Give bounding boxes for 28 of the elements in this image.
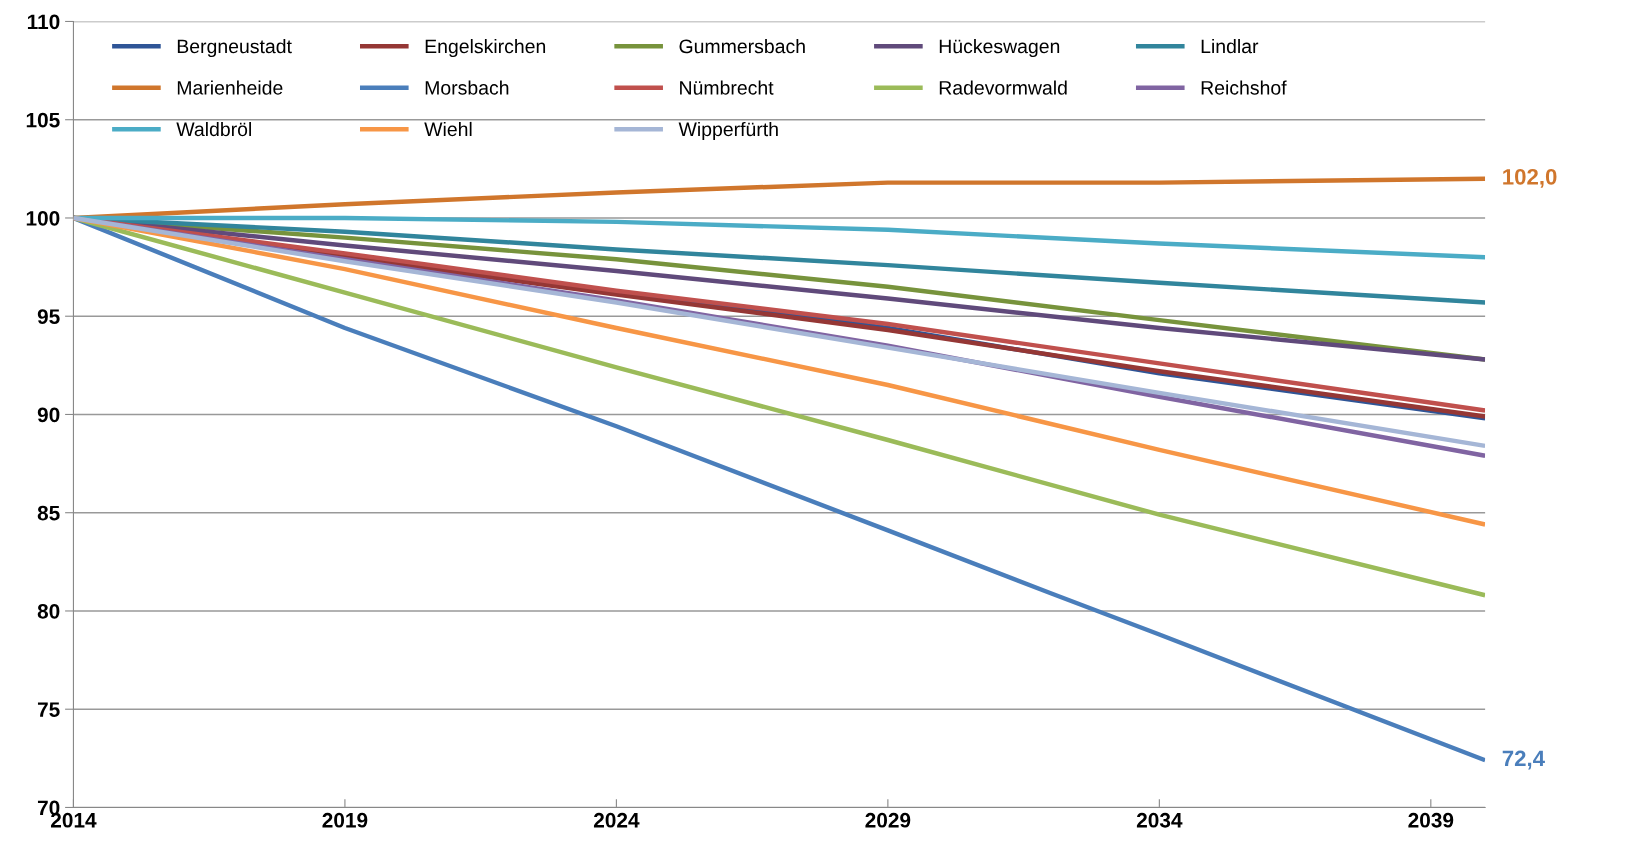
y-tick-label: 110 [27, 14, 60, 30]
legend-label: Bergneustadt [177, 38, 292, 58]
legend-label: Hückeswagen [939, 38, 1060, 58]
y-tick-label: 95 [37, 309, 60, 324]
legend-label: Wipperfürth [678, 121, 778, 141]
y-tick-label: 85 [37, 505, 60, 521]
legend-label: Lindlar [1201, 38, 1259, 54]
y-tick-label: 75 [37, 702, 60, 717]
x-tick-label: 2019 [322, 812, 368, 828]
legend-label: Waldbröl [176, 121, 251, 137]
legend-label: Wiehl [424, 121, 472, 137]
y-tick-label: 100 [26, 210, 60, 226]
x-tick-label: 2024 [593, 812, 640, 828]
legend-label: Radevormwald [939, 80, 1067, 95]
legend-label: Engelskirchen [425, 38, 546, 58]
x-tick-label: 2039 [1408, 812, 1454, 828]
legend-label: Nümbrecht [680, 80, 774, 95]
legend-label: Reichshof [1201, 80, 1287, 95]
annotation: 102,0 [1503, 168, 1557, 188]
y-tick-label: 80 [37, 603, 60, 619]
legend-label: Marienheide [177, 80, 283, 95]
y-tick-label: 105 [26, 112, 60, 128]
legend-label: Morsbach [425, 80, 509, 95]
legend-label: Gummersbach [679, 38, 805, 54]
annotation: 72,4 [1502, 750, 1545, 770]
x-tick-label: 2034 [1136, 812, 1183, 828]
x-tick-label: 2029 [865, 812, 911, 828]
y-tick-label: 90 [37, 407, 60, 423]
